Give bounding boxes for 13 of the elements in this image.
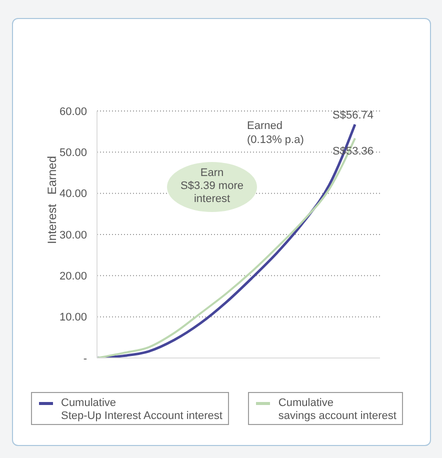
y-tick-label: 40.00 <box>59 188 87 200</box>
annotation: Earned (0.13% p.a) <box>247 119 304 147</box>
y-tick-label: 10.00 <box>59 312 87 324</box>
y-tick-label: - <box>83 352 88 365</box>
y-tick-label: 60.00 <box>59 106 87 118</box>
y-axis-title: Interest Earned <box>45 156 60 244</box>
y-tick-label: 50.00 <box>59 147 87 160</box>
data-label: S$56.74 <box>332 109 374 122</box>
y-tick-label: 30.00 <box>59 229 87 242</box>
legend-label: Cumulative savings account interest <box>278 397 396 423</box>
annotation: Earn S$3.39 more interest <box>180 167 244 206</box>
y-tick-label: 20.00 <box>59 270 87 283</box>
legend-label: Cumulative Step-Up Interest Account interest <box>61 397 222 423</box>
